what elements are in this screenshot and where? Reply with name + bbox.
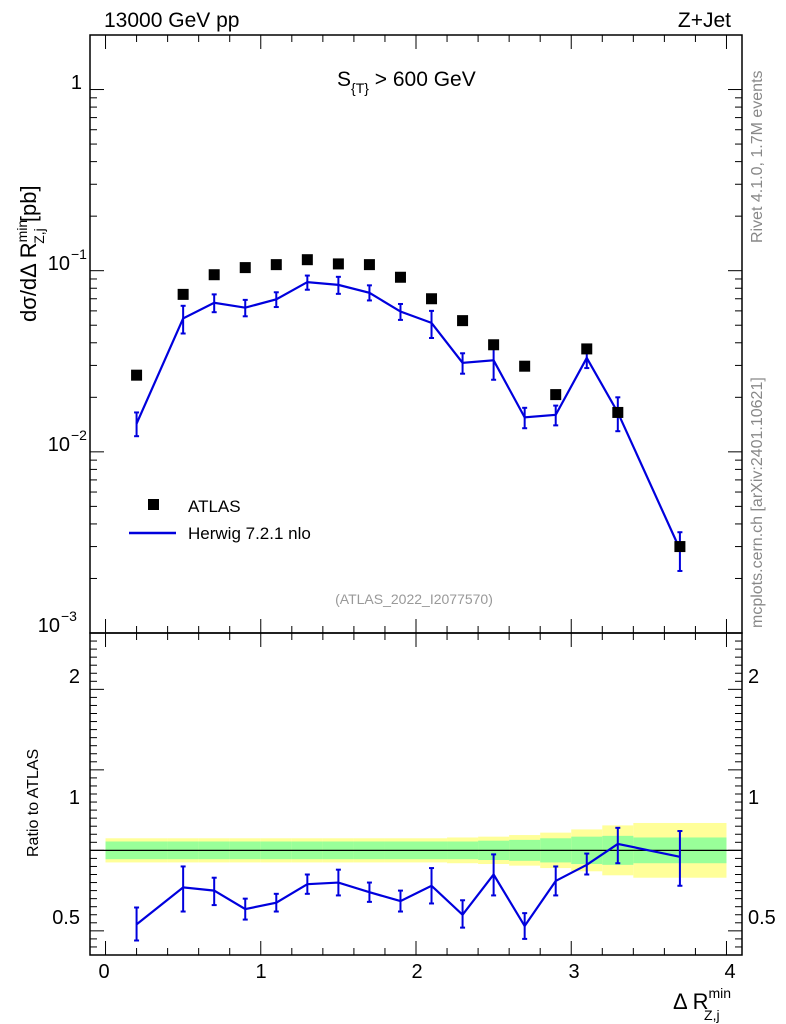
y-tick-label-1e-1: 10 <box>48 253 70 275</box>
legend-label-atlas: ATLAS <box>188 497 241 516</box>
panel-title-sub: {T} <box>351 80 369 96</box>
x-tick-label-3: 3 <box>568 961 579 983</box>
ylabel-unit: [pb] <box>16 185 41 228</box>
svg-text:dσ/dΔ RminZ,j [pb]: dσ/dΔ RminZ,j [pb] <box>14 185 47 322</box>
ratio-band-layer <box>90 822 742 878</box>
atlas-data-point <box>131 369 143 381</box>
ylabel-zj: Z,j <box>31 228 47 244</box>
ratio-y-tick-left-1: 1 <box>69 787 80 809</box>
atlas-data-point <box>301 254 313 266</box>
atlas-data-point <box>550 389 562 401</box>
header-left: 13000 GeV pp <box>104 9 239 32</box>
ratio-y-tick-right-05: 0.5 <box>748 907 776 929</box>
atlas-data-point <box>581 343 593 355</box>
atlas-data-point <box>457 315 469 327</box>
xlabel-sub: Z,j <box>704 1007 720 1023</box>
top-axis-ticks <box>90 34 742 634</box>
ratio-axis-ticks <box>90 632 742 955</box>
ratio-y-tick-right-2: 2 <box>748 666 759 688</box>
ylabel-d-sigma: dσ/dΔ R <box>16 242 41 322</box>
ratio-y-tick-left-2: 2 <box>69 666 80 688</box>
x-tick-label-4: 4 <box>724 961 735 983</box>
x-tick-label-0: 0 <box>98 961 109 983</box>
y-tick-base-1e-3: 10 <box>38 615 60 637</box>
atlas-data-point <box>239 262 251 274</box>
ratio-series-layer <box>134 826 683 942</box>
panel-title-main: S <box>337 68 351 91</box>
top-series-layer <box>131 254 686 572</box>
ratio-y-tick-left-05: 0.5 <box>52 907 80 929</box>
y-tick-exp-1e-1: −1 <box>71 246 87 262</box>
header-right: Z+Jet <box>678 9 731 32</box>
atlas-data-point <box>363 259 375 271</box>
atlas-data-point <box>177 288 189 300</box>
mcplots-label: mcplots.cern.ch [arXiv:2401.10621] <box>749 377 766 628</box>
xlabel-sup: min <box>708 985 731 1001</box>
atlas-data-point <box>270 259 282 271</box>
y-tick-label-1e-2: 10 <box>48 434 70 456</box>
rivet-label: Rivet 4.1.0, 1.7M events <box>749 70 766 243</box>
ratio-panel-frame <box>89 632 743 956</box>
y-tick-exp-1e-2: −2 <box>71 427 87 443</box>
panel-title-rest: > 600 GeV <box>369 68 476 91</box>
atlas-data-point <box>332 258 344 270</box>
x-tick-label-1: 1 <box>255 961 266 983</box>
ratio-y-tick-right-1: 1 <box>748 787 759 809</box>
atlas-data-point <box>519 360 531 372</box>
atlas-data-point <box>674 541 686 553</box>
atlas-data-point <box>394 271 406 283</box>
ratio-y-axis-title: Ratio to ATLAS <box>25 749 42 857</box>
y-tick-label-1: 1 <box>71 72 82 94</box>
analysis-watermark: (ATLAS_2022_I2077570) <box>335 591 493 607</box>
y-tick-base-1e-1: 10 <box>48 253 70 275</box>
atlas-data-point <box>426 293 438 305</box>
atlas-data-point <box>488 339 500 351</box>
xlabel-main: Δ R <box>673 989 708 1014</box>
atlas-data-point <box>612 406 624 418</box>
y-tick-exp-1e-3: −3 <box>61 608 77 624</box>
x-axis-title: Δ Rmin Z,j <box>673 985 731 1023</box>
ylabel-min: min <box>14 220 30 243</box>
atlas-data-point <box>208 269 220 281</box>
top-panel-frame <box>89 34 743 634</box>
x-tick-label-2: 2 <box>411 961 422 983</box>
top-y-axis-title: dσ/dΔ RminZ,j [pb] <box>14 185 47 322</box>
legend-marker-atlas <box>148 499 159 510</box>
legend-label-herwig: Herwig 7.2.1 nlo <box>188 524 311 543</box>
panel-title: S{T} > 600 GeV <box>337 68 476 96</box>
y-tick-label-1e-3: 10 <box>38 615 60 637</box>
y-tick-base-1e-2: 10 <box>48 434 70 456</box>
